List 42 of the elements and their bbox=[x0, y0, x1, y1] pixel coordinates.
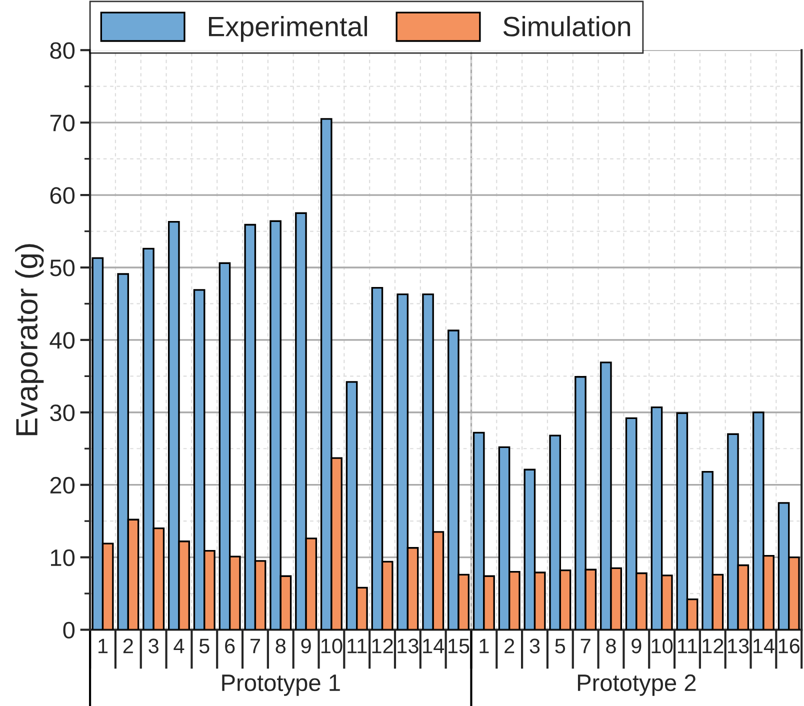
y-tick-label: 30 bbox=[50, 404, 75, 422]
x-tick-label: 2 bbox=[123, 638, 133, 654]
x-tick-label: 2 bbox=[504, 638, 514, 654]
y-tick-label: 70 bbox=[50, 114, 75, 132]
x-tick-label: 12 bbox=[372, 638, 393, 654]
x-tick-label: 11 bbox=[348, 638, 367, 654]
x-tick-label: 14 bbox=[753, 638, 774, 654]
y-tick-label: 80 bbox=[50, 42, 75, 59]
y-tick-label: 50 bbox=[50, 260, 75, 276]
text: Prototype 1 bbox=[222, 674, 340, 696]
y-axis-title: Evaporator (g) bbox=[15, 244, 44, 436]
x-tick-label: 9 bbox=[301, 638, 311, 654]
x-tick-label: 10 bbox=[652, 638, 673, 654]
x-tick-label: 3 bbox=[530, 638, 540, 654]
x-tick-label: 9 bbox=[632, 638, 642, 654]
x-tick-label: 7 bbox=[250, 638, 260, 654]
x-tick-label: 7 bbox=[580, 638, 590, 654]
x-tick-label: 12 bbox=[702, 638, 724, 654]
x-tick-label: 11 bbox=[678, 638, 698, 654]
y-tick-label: 20 bbox=[50, 476, 75, 494]
x-tick-label: 14 bbox=[423, 638, 444, 654]
x-tick-label: 1 bbox=[98, 638, 108, 654]
y-tick-label: 60 bbox=[50, 187, 75, 204]
x-tick-label: 15 bbox=[448, 638, 470, 654]
text: Prototype 2 bbox=[578, 674, 696, 696]
x-tick-label: 5 bbox=[199, 638, 210, 654]
x-tick-label: 8 bbox=[606, 638, 616, 654]
x-tick-label: 16 bbox=[778, 638, 800, 654]
x-tick-label: 6 bbox=[225, 638, 235, 654]
legend-label: Simulation bbox=[503, 16, 630, 36]
x-tick-label: 3 bbox=[148, 638, 158, 654]
x-tick-label: 4 bbox=[174, 638, 184, 654]
y-tick-label: 40 bbox=[50, 332, 75, 349]
x-tick-label: 1 bbox=[480, 638, 489, 654]
x-tick-label: 5 bbox=[555, 638, 566, 654]
x-tick-label: 10 bbox=[321, 638, 342, 654]
y-tick-label: 0 bbox=[63, 622, 75, 639]
legend-label: Experimental bbox=[208, 16, 367, 42]
y-tick-label: 10 bbox=[51, 549, 75, 566]
x-tick-label: 8 bbox=[276, 638, 286, 654]
x-tick-label: 13 bbox=[728, 638, 749, 654]
x-tick-label: 13 bbox=[398, 638, 418, 654]
